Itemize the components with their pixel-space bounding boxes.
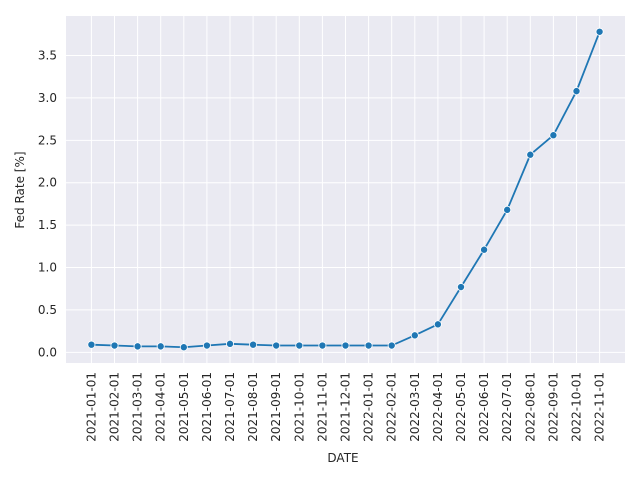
point xyxy=(249,340,258,349)
point xyxy=(526,150,535,159)
point xyxy=(595,27,604,36)
x-tick-label: 2021-03-01 xyxy=(131,372,145,442)
y-axis-label: Fed Rate [%] xyxy=(13,151,27,228)
x-tick-label: 2021-09-01 xyxy=(269,372,283,442)
x-tick-label: 2021-07-01 xyxy=(223,372,237,442)
point xyxy=(110,341,119,350)
x-tick-label: 2022-07-01 xyxy=(500,372,514,442)
point xyxy=(364,341,373,350)
x-tick-label: 2021-11-01 xyxy=(315,372,329,442)
x-tick-label: 2022-02-01 xyxy=(385,372,399,442)
x-tick-label: 2021-06-01 xyxy=(200,372,214,442)
y-tick-label: 1.5 xyxy=(38,218,57,232)
point xyxy=(156,342,165,351)
x-tick-label: 2022-09-01 xyxy=(546,372,560,442)
x-tick-label: 2021-08-01 xyxy=(246,372,260,442)
point xyxy=(272,341,281,350)
y-tick-label: 2.5 xyxy=(38,133,57,147)
point xyxy=(410,331,419,340)
x-tick-label: 2022-08-01 xyxy=(523,372,537,442)
x-tick-label: 2022-01-01 xyxy=(362,372,376,442)
x-tick-label: 2022-11-01 xyxy=(593,372,607,442)
x-tick-label: 2021-12-01 xyxy=(339,372,353,442)
point xyxy=(318,341,327,350)
point xyxy=(549,131,558,140)
x-axis-label: DATE xyxy=(327,451,358,465)
point xyxy=(133,342,142,351)
point xyxy=(456,283,465,292)
x-tick-label: 2021-04-01 xyxy=(154,372,168,442)
y-tick-label: 0.0 xyxy=(38,345,57,359)
point xyxy=(295,341,304,350)
y-tick-label: 2.0 xyxy=(38,176,57,190)
y-tick-label: 3.5 xyxy=(38,49,57,63)
x-tick-label: 2022-10-01 xyxy=(569,372,583,442)
point xyxy=(202,341,211,350)
x-tick-label: 2021-10-01 xyxy=(292,372,306,442)
point xyxy=(179,343,188,352)
x-tick-label: 2021-05-01 xyxy=(177,372,191,442)
y-tick-label: 3.0 xyxy=(38,91,57,105)
point xyxy=(341,341,350,350)
x-tick-label: 2022-06-01 xyxy=(477,372,491,442)
point xyxy=(480,245,489,254)
x-tick-label: 2021-01-01 xyxy=(84,372,98,442)
point xyxy=(387,341,396,350)
point xyxy=(433,320,442,329)
x-tick-label: 2021-02-01 xyxy=(108,372,122,442)
y-tick-label: 1.0 xyxy=(38,261,57,275)
point xyxy=(572,87,581,96)
point xyxy=(503,205,512,214)
x-tick-label: 2022-04-01 xyxy=(431,372,445,442)
point xyxy=(226,339,235,348)
x-tick-label: 2022-03-01 xyxy=(408,372,422,442)
x-tick-label: 2022-05-01 xyxy=(454,372,468,442)
y-tick-label: 0.5 xyxy=(38,303,57,317)
point xyxy=(87,340,96,349)
